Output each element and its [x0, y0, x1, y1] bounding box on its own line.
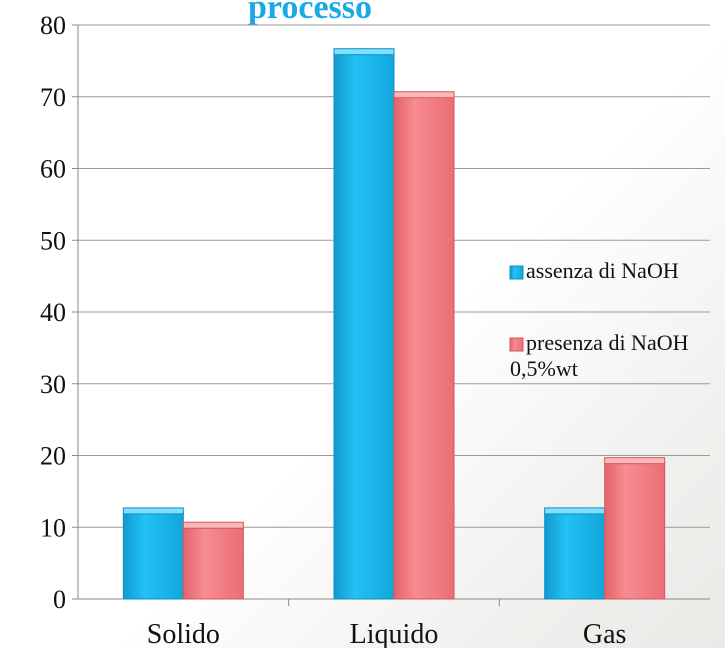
legend-label-presenza: 0,5%wt — [510, 356, 578, 381]
bar-presenza-liquido — [393, 96, 455, 600]
x-tick-label: Solido — [147, 619, 220, 648]
chart-title: processo — [248, 0, 372, 26]
bar-top-bevel — [333, 48, 395, 56]
bar-assenza-gas — [544, 512, 606, 600]
bar-top-bevel — [122, 507, 184, 515]
y-tick-label: 70 — [40, 83, 66, 112]
y-tick-label: 30 — [40, 370, 66, 399]
y-tick-label: 40 — [40, 298, 66, 327]
y-tick-label: 80 — [40, 11, 66, 40]
legend-swatch-assenza — [509, 265, 524, 280]
bar-top-bevel — [393, 91, 455, 99]
y-tick-label: 60 — [40, 155, 66, 184]
bar-top-bevel — [182, 521, 244, 529]
bar-presenza-solido — [182, 526, 244, 600]
y-tick-label: 0 — [53, 585, 66, 614]
x-tick-labels: Solido Liquido Gas — [147, 619, 627, 650]
y-tick-label: 20 — [40, 442, 66, 471]
bar-assenza-liquido — [333, 53, 395, 600]
legend-label-assenza: assenza di NaOH — [526, 258, 679, 283]
bar-top-bevel — [544, 507, 606, 515]
legend-label-presenza: presenza di NaOH — [526, 330, 689, 355]
axes: 0 10 20 30 40 50 60 70 80 — [40, 11, 710, 614]
bars — [122, 48, 666, 600]
bar-assenza-solido — [122, 512, 184, 600]
y-tick-label: 50 — [40, 226, 66, 255]
x-tick-label: Liquido — [350, 619, 439, 648]
y-tick-label: 10 — [40, 513, 66, 542]
x-tick-label: Gas — [583, 619, 627, 648]
bar-top-bevel — [604, 457, 666, 465]
bar-presenza-gas — [604, 462, 666, 600]
legend-swatch-presenza — [509, 337, 524, 352]
